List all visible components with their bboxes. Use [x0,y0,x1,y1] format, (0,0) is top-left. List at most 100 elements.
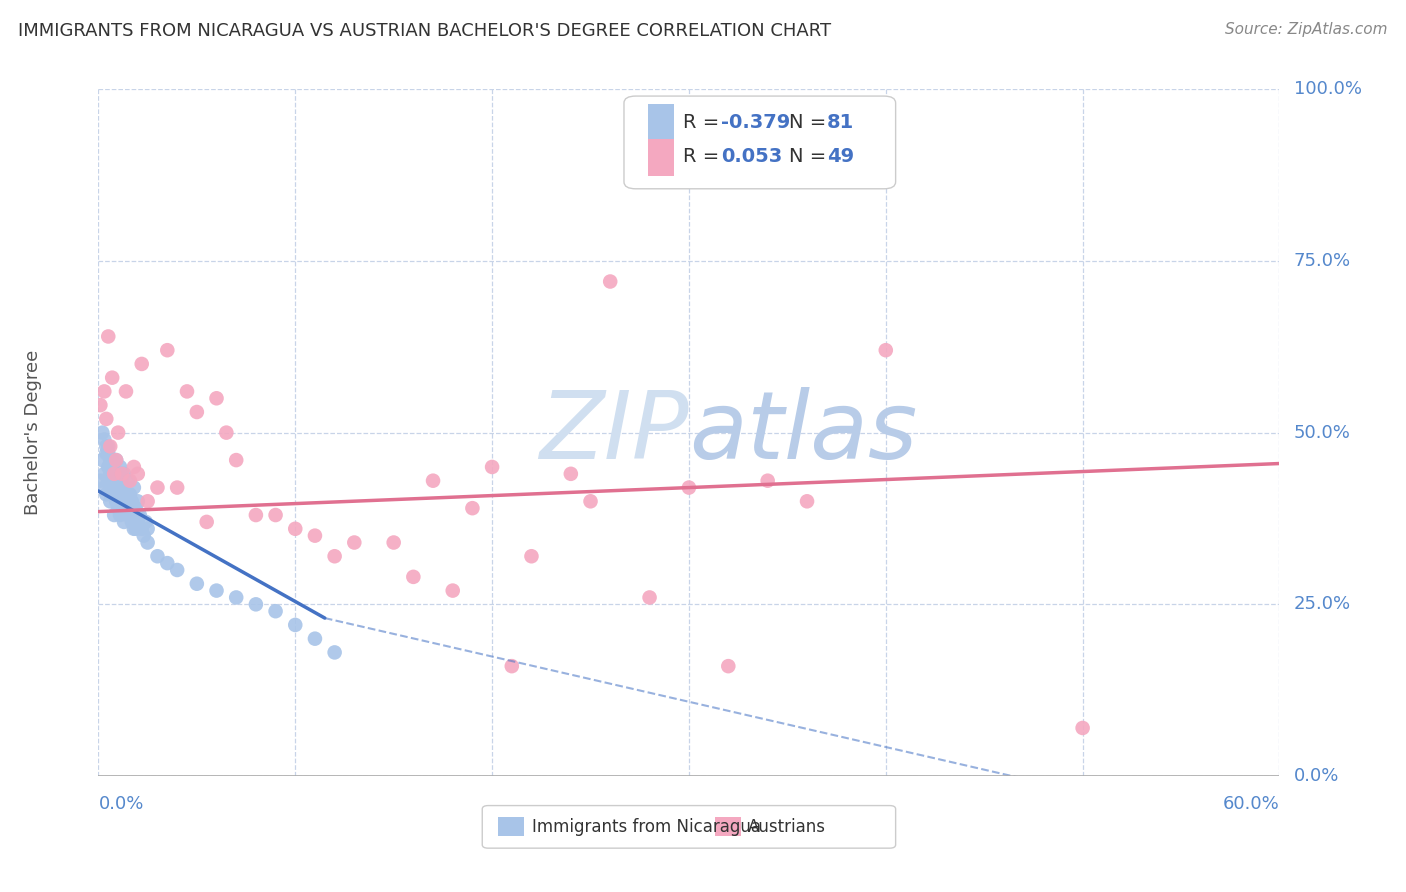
Point [98,439,121,453]
Point [115,501,138,516]
Text: Source: ZipAtlas.com: Source: ZipAtlas.com [1225,22,1388,37]
Point [93,481,115,495]
Point [103,508,125,522]
FancyBboxPatch shape [648,104,673,142]
Text: ZIP: ZIP [540,387,689,478]
Point [122,481,145,495]
Point [96,446,118,460]
Point [115,501,138,516]
Point [186,405,208,419]
Text: atlas: atlas [689,387,917,478]
Point [115,384,138,399]
Text: 81: 81 [827,112,855,132]
Point [101,474,124,488]
Point [98,494,121,508]
Point [796,494,818,508]
Point [93,467,115,481]
FancyBboxPatch shape [714,816,741,836]
Text: R =: R = [683,147,725,166]
Text: 25.0%: 25.0% [1294,595,1351,614]
Point [117,508,139,522]
Point [127,515,149,529]
Point [111,474,134,488]
Text: 50.0%: 50.0% [1294,424,1351,442]
Point [146,549,169,564]
Point [101,370,124,384]
Point [135,515,157,529]
Point [108,508,131,522]
Point [382,535,405,549]
Point [101,487,124,501]
Point [136,494,159,508]
Point [136,522,159,536]
Point [93,384,115,399]
Text: 0.053: 0.053 [721,147,782,166]
Point [98,467,121,481]
Point [176,384,198,399]
Point [264,604,287,618]
Point [156,343,179,358]
Point [215,425,238,440]
Point [225,453,247,467]
Point [96,487,118,501]
Point [105,474,128,488]
FancyBboxPatch shape [624,96,896,189]
Point [122,501,145,516]
Point [205,583,228,598]
Point [205,391,228,405]
Point [108,460,131,475]
Point [125,501,148,516]
Point [103,481,125,495]
Point [96,412,118,426]
Point [461,501,484,516]
Point [89,398,111,412]
Point [756,474,779,488]
Point [245,598,267,612]
Point [225,591,247,605]
Point [501,659,523,673]
Point [166,563,188,577]
Point [304,528,326,542]
Text: Immigrants from Nicaragua: Immigrants from Nicaragua [531,818,761,836]
Text: 49: 49 [827,147,855,166]
Point [402,570,425,584]
Point [117,494,139,508]
Point [122,460,145,475]
Point [146,481,169,495]
Point [131,357,153,371]
Point [97,446,120,460]
Point [107,487,129,501]
Point [121,515,143,529]
Point [115,487,138,501]
Text: 75.0%: 75.0% [1294,252,1351,270]
Point [127,494,149,508]
Point [98,453,121,467]
Point [284,522,307,536]
Point [111,494,134,508]
FancyBboxPatch shape [498,816,523,836]
Point [284,618,307,632]
Point [97,460,120,475]
Point [112,515,135,529]
Point [118,487,141,501]
Point [245,508,267,522]
Point [105,453,128,467]
Point [343,535,366,549]
Point [108,467,131,481]
Point [111,487,134,501]
Point [128,508,150,522]
Point [264,508,287,522]
Point [112,467,135,481]
Text: -0.379: -0.379 [721,112,790,132]
Point [93,433,115,447]
Point [166,481,188,495]
Point [97,329,120,343]
Point [156,556,179,570]
FancyBboxPatch shape [648,138,673,177]
Point [136,535,159,549]
Point [107,467,129,481]
Point [481,460,503,475]
Point [103,467,125,481]
Point [579,494,602,508]
Point [103,467,125,481]
